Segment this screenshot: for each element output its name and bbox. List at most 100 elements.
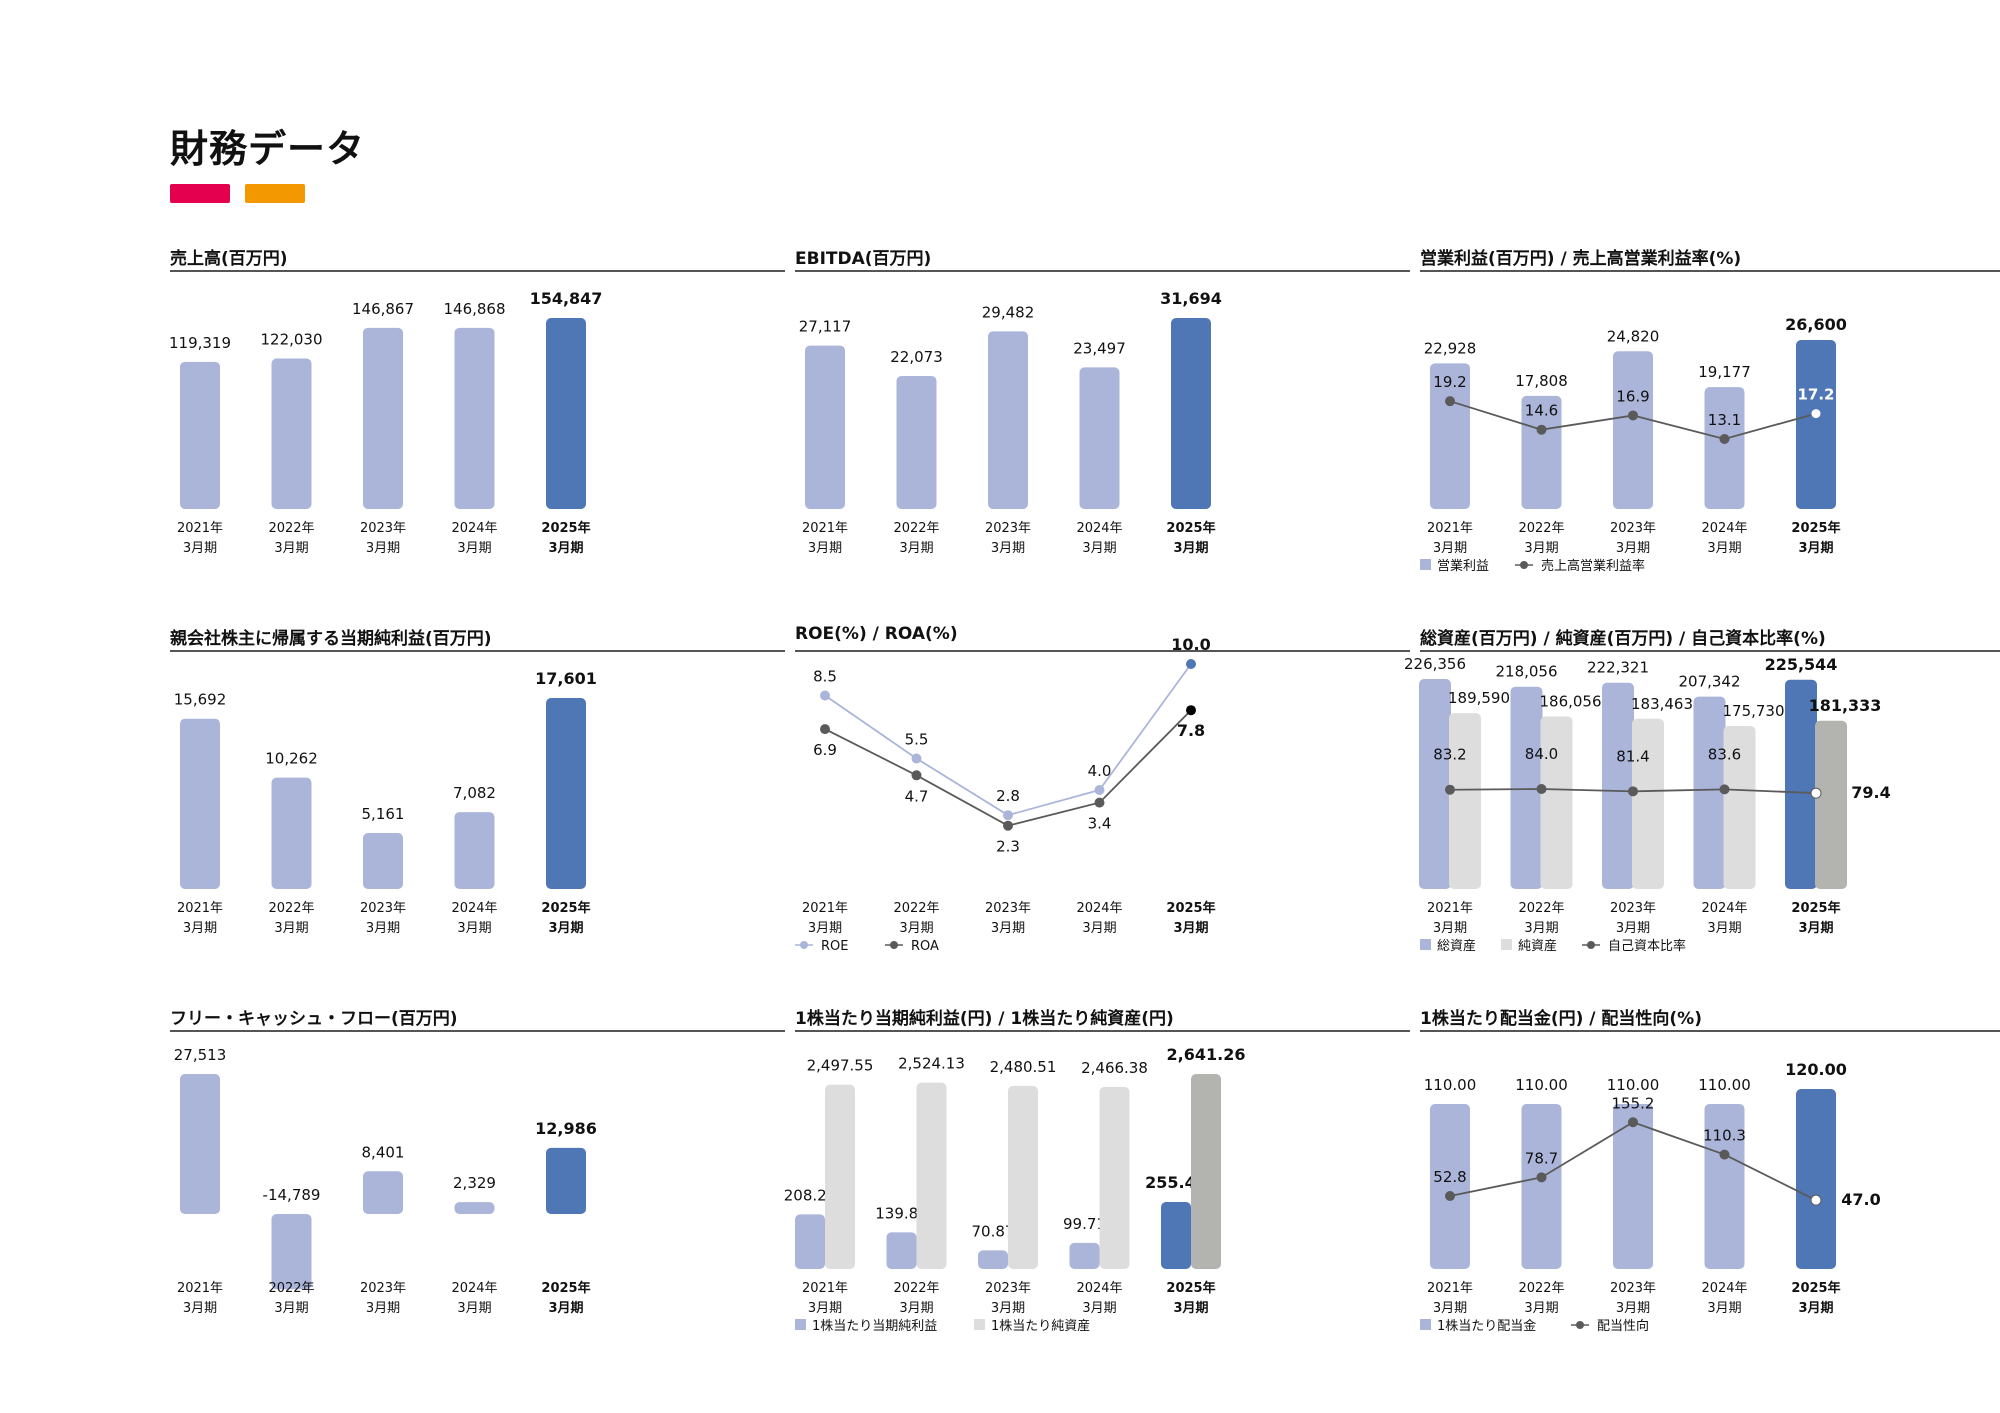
legend-label: 売上高営業利益率 [1541, 558, 1645, 574]
tick-label: 3月期 [274, 921, 308, 936]
panel-title: フリー・キャッシュ・フロー(百万円) [170, 1009, 458, 1029]
tick-label: 3月期 [548, 1301, 583, 1316]
tick-label: 2021年 [802, 1281, 848, 1296]
tick-label: 3月期 [457, 921, 491, 936]
data-label: 122,030 [260, 330, 322, 348]
accent-bar-orange [245, 184, 305, 203]
panel-title: 1株当たり配当金(円) / 配当性向(%) [1420, 1009, 1702, 1029]
legend-marker [1520, 561, 1528, 569]
data-label: 183,463 [1631, 695, 1693, 713]
tick-label: 3月期 [1798, 541, 1833, 556]
panel-divider [795, 650, 1410, 652]
tick-label: 3月期 [899, 1301, 933, 1316]
bar [1521, 395, 1562, 509]
legend-marker [890, 941, 898, 949]
tick-label: 3月期 [899, 541, 933, 556]
data-label: 110.00 [1607, 1076, 1660, 1094]
panel-divider [170, 270, 785, 272]
bar-eps [795, 1214, 825, 1269]
tick-label: 2022年 [893, 1281, 939, 1296]
data-label: 23,497 [1073, 339, 1126, 357]
panel-per-share: 1株当たり当期純利益(円) / 1株当たり純資産(円) 208.24 139.85… [784, 1004, 1410, 1334]
line-point [1445, 396, 1455, 407]
tick-label: 3月期 [1082, 1301, 1116, 1316]
bar [180, 1074, 220, 1214]
tick-label: 2024年 [1701, 1281, 1747, 1296]
bar [896, 375, 937, 509]
line-point [1445, 1190, 1455, 1201]
tick-label: 3月期 [808, 1301, 842, 1316]
tick-label: 3月期 [457, 541, 491, 556]
tick-label: 3月期 [1173, 1301, 1208, 1316]
tick-label: 2024年 [1076, 1281, 1122, 1296]
bar-total-assets [1510, 686, 1543, 889]
tick-label: 2025年 [1166, 1280, 1215, 1296]
data-label: 119,319 [169, 334, 231, 352]
bar [363, 1171, 403, 1214]
data-label: 7,082 [453, 784, 496, 802]
tick-label: 2024年 [451, 1281, 497, 1296]
tick-label: 2023年 [1610, 521, 1656, 536]
data-label: 31,694 [1160, 289, 1222, 308]
tick-label: 2025年 [1791, 520, 1840, 536]
bar-net-assets [1540, 716, 1573, 889]
data-label: -14,789 [263, 1186, 321, 1204]
data-label: 12,986 [535, 1119, 597, 1138]
tick-label: 3月期 [1798, 921, 1833, 936]
bar-eps [978, 1250, 1008, 1269]
panel-title: 1株当たり当期純利益(円) / 1株当たり純資産(円) [795, 1009, 1174, 1029]
tick-label: 2021年 [1427, 1281, 1473, 1296]
line-label: 155.2 [1612, 1094, 1655, 1112]
legend-label: 1株当たり当期純利益 [812, 1319, 937, 1334]
data-label: 222,321 [1587, 659, 1649, 677]
tick-label: 3月期 [1616, 1301, 1650, 1316]
line-label: 2.3 [996, 838, 1020, 856]
tick-label: 2023年 [360, 901, 406, 916]
tick-label: 2023年 [985, 521, 1031, 536]
panel-title: 営業利益(百万円) / 売上高営業利益率(%) [1420, 249, 1742, 269]
data-label: 17,808 [1515, 372, 1568, 390]
line-point [1719, 434, 1730, 444]
line-label: 4.0 [1088, 762, 1112, 780]
line-label: 3.4 [1088, 815, 1112, 833]
bar-eps [886, 1232, 917, 1269]
tick-label: 2022年 [893, 901, 939, 916]
tick-label: 3月期 [183, 921, 217, 936]
panel-ebitda: EBITDA(百万円) 27,117 22,073 29,482 23,497 31,6… [795, 244, 1410, 574]
panel-net-income: 親会社株主に帰属する当期純利益(百万円) 15,692 10,262 5,161 7,… [170, 624, 785, 954]
tick-label: 3月期 [991, 1301, 1025, 1316]
data-label: 146,867 [352, 300, 414, 318]
line-point [1094, 785, 1105, 795]
tick-label: 3月期 [366, 1301, 400, 1316]
chart-assets: 226,356 218,056 222,321 207,342 225,544 189,5… [1404, 655, 1891, 954]
tick-label: 3月期 [991, 541, 1025, 556]
tick-label: 3月期 [274, 541, 308, 556]
line-point [1719, 784, 1730, 795]
legend-swatch [1420, 559, 1431, 570]
tick-label: 2025年 [1791, 1280, 1840, 1296]
panel-title: 親会社株主に帰属する当期純利益(百万円) [170, 629, 492, 649]
panel-divider [170, 650, 785, 652]
tick-label: 3月期 [1616, 921, 1650, 936]
tick-label: 3月期 [1707, 1301, 1741, 1316]
tick-label: 2021年 [1427, 521, 1473, 536]
line-point [1810, 1194, 1822, 1206]
line-point [1628, 786, 1638, 797]
legend-swatch [795, 1319, 806, 1330]
panel-divider [1420, 270, 2000, 272]
tick-label: 3月期 [183, 1301, 217, 1316]
tick-label: 2022年 [1518, 1281, 1564, 1296]
panel-operating-income: 営業利益(百万円) / 売上高営業利益率(%) 22,928 17,808 24,8… [1420, 244, 2000, 574]
line-point [1810, 408, 1822, 420]
bar [546, 698, 586, 889]
data-label: 110.00 [1698, 1076, 1751, 1094]
data-label: 2,641.26 [1167, 1045, 1246, 1064]
data-label: 15,692 [174, 691, 227, 709]
bar [1521, 1104, 1562, 1269]
legend-swatch [974, 1319, 985, 1330]
tick-label: 3月期 [274, 1301, 308, 1316]
bar [546, 1147, 586, 1214]
bar-bps [916, 1082, 947, 1269]
bar [1704, 1104, 1745, 1269]
tick-label: 2025年 [541, 520, 590, 536]
